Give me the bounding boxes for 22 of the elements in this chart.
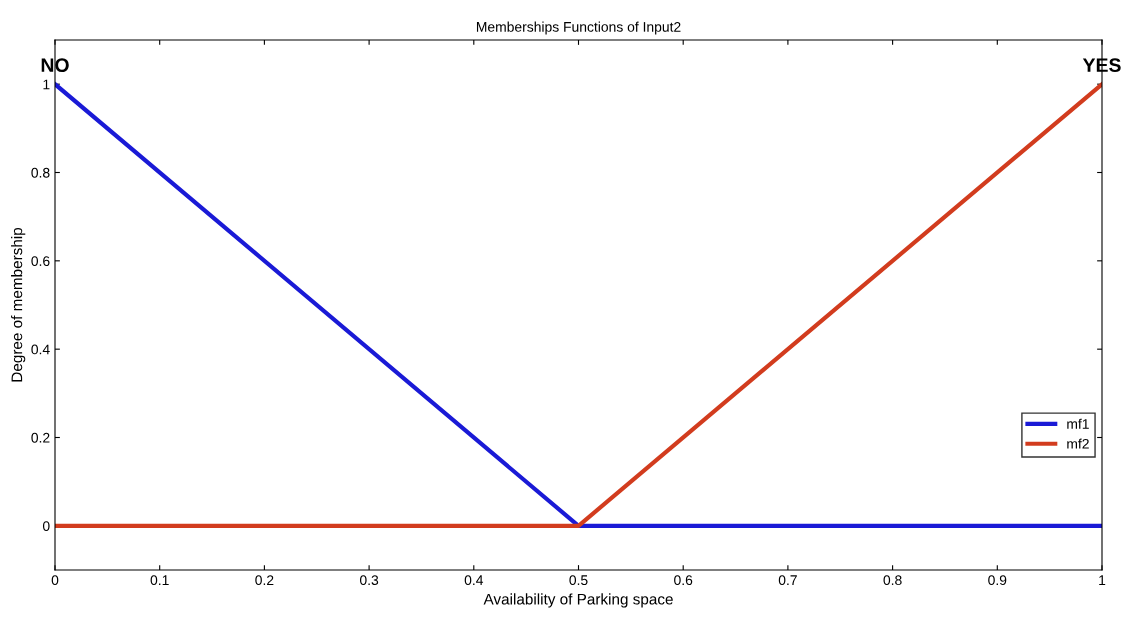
y-tick-label: 0.4: [31, 344, 50, 355]
x-tick-label: 0.7: [778, 575, 797, 586]
y-tick-label: 0.6: [31, 256, 50, 266]
x-tick-label: 0.8: [883, 575, 902, 586]
y-axis-title: Degree of membership: [11, 227, 26, 382]
x-tick-label: 0.5: [569, 575, 588, 586]
x-tick-label: 0.9: [988, 575, 1007, 586]
y-tick-label: 0: [42, 521, 50, 531]
x-tick-label: 0.1: [150, 575, 169, 586]
x-tick-label: 0.3: [359, 575, 379, 586]
y-tick-label: 0.2: [31, 432, 50, 443]
x-tick-label: 0.6: [674, 575, 693, 586]
y-tick-label: 1: [43, 79, 50, 90]
y-tick-label: 0.8: [31, 167, 50, 178]
chart-title: Memberships Functions of Input2: [476, 21, 681, 35]
x-tick-label: 0.4: [464, 575, 484, 586]
x-tick-label: 1: [1099, 575, 1106, 585]
legend-label: mf1: [1067, 418, 1089, 429]
x-tick-label: 0: [51, 575, 59, 586]
x-tick-label: 0.2: [255, 575, 274, 586]
x-axis-title: Availability of Parking space: [483, 593, 673, 608]
legend-label: mf2: [1067, 438, 1089, 449]
